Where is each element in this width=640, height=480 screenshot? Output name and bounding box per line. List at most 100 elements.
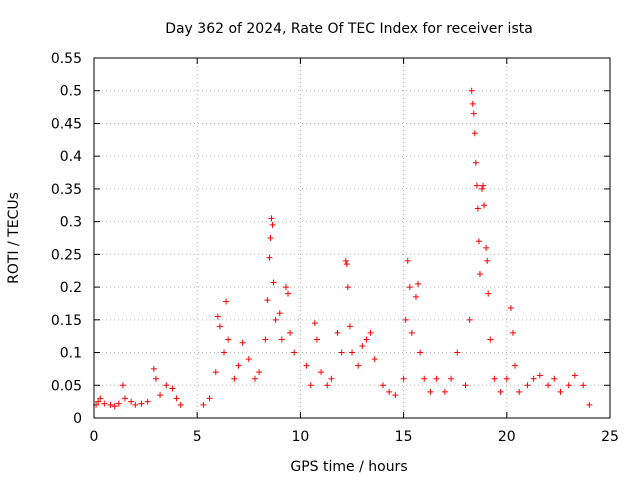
data-point	[343, 261, 350, 268]
data-point	[472, 159, 479, 166]
data-point	[328, 375, 335, 382]
data-point	[400, 375, 407, 382]
data-point	[269, 221, 276, 228]
data-point	[119, 382, 126, 389]
data-point	[469, 100, 476, 107]
data-point	[509, 329, 516, 336]
data-point	[475, 238, 482, 245]
grid	[94, 58, 610, 418]
data-points	[93, 87, 593, 410]
data-point	[169, 385, 176, 392]
data-point	[270, 279, 277, 286]
data-point	[334, 329, 341, 336]
data-point	[264, 297, 271, 304]
y-tick-label: 0.5	[60, 84, 82, 100]
data-point	[448, 375, 455, 382]
data-point	[503, 375, 510, 382]
y-tick-label: 0	[73, 411, 82, 427]
y-tick-label: 0.4	[60, 149, 82, 165]
y-tick-label: 0.35	[51, 182, 82, 198]
data-point	[307, 382, 314, 389]
data-point	[415, 280, 422, 287]
data-point	[303, 362, 310, 369]
y-tick-label: 0.05	[51, 378, 82, 394]
data-point	[379, 382, 386, 389]
data-point	[571, 372, 578, 379]
data-point	[200, 401, 207, 408]
data-point	[557, 388, 564, 395]
data-point	[516, 388, 523, 395]
data-point	[479, 185, 486, 192]
x-tick-label: 10	[291, 429, 309, 445]
data-point	[545, 382, 552, 389]
y-axis-label: ROTI / TECUs	[6, 192, 22, 284]
data-point	[235, 362, 242, 369]
data-point	[462, 382, 469, 389]
x-tick-label: 15	[395, 429, 413, 445]
data-point	[121, 395, 128, 402]
data-point	[427, 388, 434, 395]
data-point	[565, 382, 572, 389]
x-tick-label: 5	[193, 429, 202, 445]
data-point	[276, 310, 283, 317]
data-point	[421, 375, 428, 382]
data-point	[285, 290, 292, 297]
data-point	[291, 349, 298, 356]
data-point	[152, 375, 159, 382]
data-point	[476, 271, 483, 277]
y-tick-labels: 0 0.05 0.1 0.15 0.2 0.25 0.3 0.35 0.4 0.45 0.5 0.55	[51, 51, 82, 427]
x-tick-label: 20	[498, 429, 516, 445]
data-point	[480, 182, 487, 189]
chart-title: Day 362 of 2024, Rate Of TEC Index for r…	[165, 21, 533, 37]
data-point	[386, 388, 393, 395]
data-point	[524, 382, 531, 389]
data-point	[481, 202, 488, 209]
y-tick-label: 0.55	[51, 51, 82, 67]
data-point	[111, 403, 118, 410]
y-tick-label: 0.1	[60, 346, 82, 362]
data-point	[262, 336, 269, 343]
data-point	[216, 323, 223, 330]
data-point	[144, 398, 151, 405]
data-point	[441, 388, 448, 395]
data-point	[580, 382, 587, 389]
data-point	[267, 235, 274, 241]
data-point	[536, 372, 543, 379]
data-point	[231, 375, 238, 382]
data-point	[497, 388, 504, 395]
y-tick-label: 0.45	[51, 116, 82, 132]
data-point	[471, 130, 478, 137]
data-point	[367, 329, 374, 336]
data-point	[466, 316, 473, 323]
data-point	[512, 362, 519, 369]
data-point	[173, 395, 180, 402]
data-point	[454, 349, 461, 356]
data-point	[359, 343, 366, 349]
data-point	[586, 401, 593, 408]
data-point	[392, 392, 399, 399]
data-point	[239, 339, 246, 346]
data-point	[272, 316, 279, 323]
data-point	[107, 401, 114, 408]
axis-ticks	[93, 57, 611, 419]
data-point	[487, 336, 494, 343]
data-point	[115, 400, 122, 407]
data-point	[485, 290, 492, 297]
data-point	[287, 329, 294, 336]
data-point	[245, 356, 252, 363]
data-point	[404, 257, 411, 264]
data-point	[206, 395, 213, 402]
data-point	[349, 349, 355, 356]
data-point	[371, 356, 378, 363]
data-point	[268, 215, 275, 222]
data-point	[313, 336, 320, 343]
data-point	[311, 320, 318, 327]
data-point	[346, 323, 353, 330]
data-point	[256, 369, 263, 376]
y-tick-label: 0.3	[60, 215, 82, 231]
data-point	[342, 257, 349, 264]
data-point	[177, 401, 184, 408]
data-point	[223, 298, 230, 305]
data-point	[278, 336, 285, 343]
